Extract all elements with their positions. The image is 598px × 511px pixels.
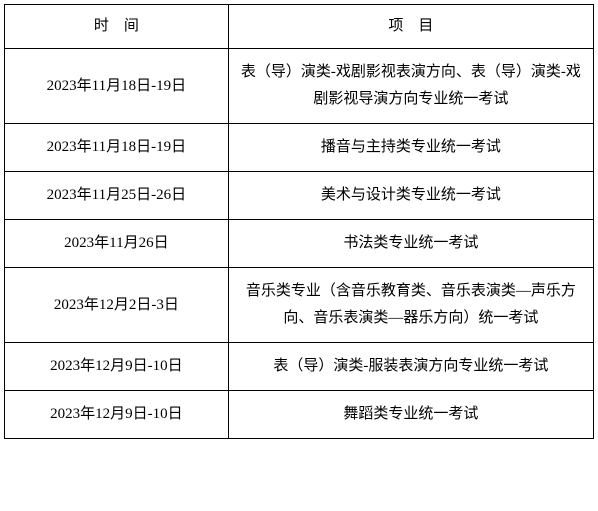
exam-schedule-table: 时 间 项 目 2023年11月18日-19日 表（导）演类-戏剧影视表演方向、… (4, 4, 594, 439)
cell-item: 表（导）演类-服装表演方向专业统一考试 (228, 343, 593, 391)
header-time: 时 间 (5, 5, 229, 49)
table-row: 2023年12月9日-10日 表（导）演类-服装表演方向专业统一考试 (5, 343, 594, 391)
cell-time: 2023年11月25日-26日 (5, 172, 229, 220)
table-row: 2023年12月2日-3日 音乐类专业（含音乐教育类、音乐表演类—声乐方向、音乐… (5, 268, 594, 343)
table-row: 2023年11月18日-19日 播音与主持类专业统一考试 (5, 124, 594, 172)
cell-time: 2023年11月18日-19日 (5, 49, 229, 124)
cell-time: 2023年12月9日-10日 (5, 391, 229, 439)
cell-time: 2023年11月18日-19日 (5, 124, 229, 172)
cell-item: 播音与主持类专业统一考试 (228, 124, 593, 172)
table-row: 2023年11月18日-19日 表（导）演类-戏剧影视表演方向、表（导）演类-戏… (5, 49, 594, 124)
table-row: 2023年11月26日 书法类专业统一考试 (5, 220, 594, 268)
table-row: 2023年12月9日-10日 舞蹈类专业统一考试 (5, 391, 594, 439)
cell-time: 2023年12月2日-3日 (5, 268, 229, 343)
header-item: 项 目 (228, 5, 593, 49)
table-row: 2023年11月25日-26日 美术与设计类专业统一考试 (5, 172, 594, 220)
cell-item: 美术与设计类专业统一考试 (228, 172, 593, 220)
cell-item: 舞蹈类专业统一考试 (228, 391, 593, 439)
cell-time: 2023年11月26日 (5, 220, 229, 268)
cell-time: 2023年12月9日-10日 (5, 343, 229, 391)
cell-item: 音乐类专业（含音乐教育类、音乐表演类—声乐方向、音乐表演类—器乐方向）统一考试 (228, 268, 593, 343)
cell-item: 书法类专业统一考试 (228, 220, 593, 268)
cell-item: 表（导）演类-戏剧影视表演方向、表（导）演类-戏剧影视导演方向专业统一考试 (228, 49, 593, 124)
table-header-row: 时 间 项 目 (5, 5, 594, 49)
